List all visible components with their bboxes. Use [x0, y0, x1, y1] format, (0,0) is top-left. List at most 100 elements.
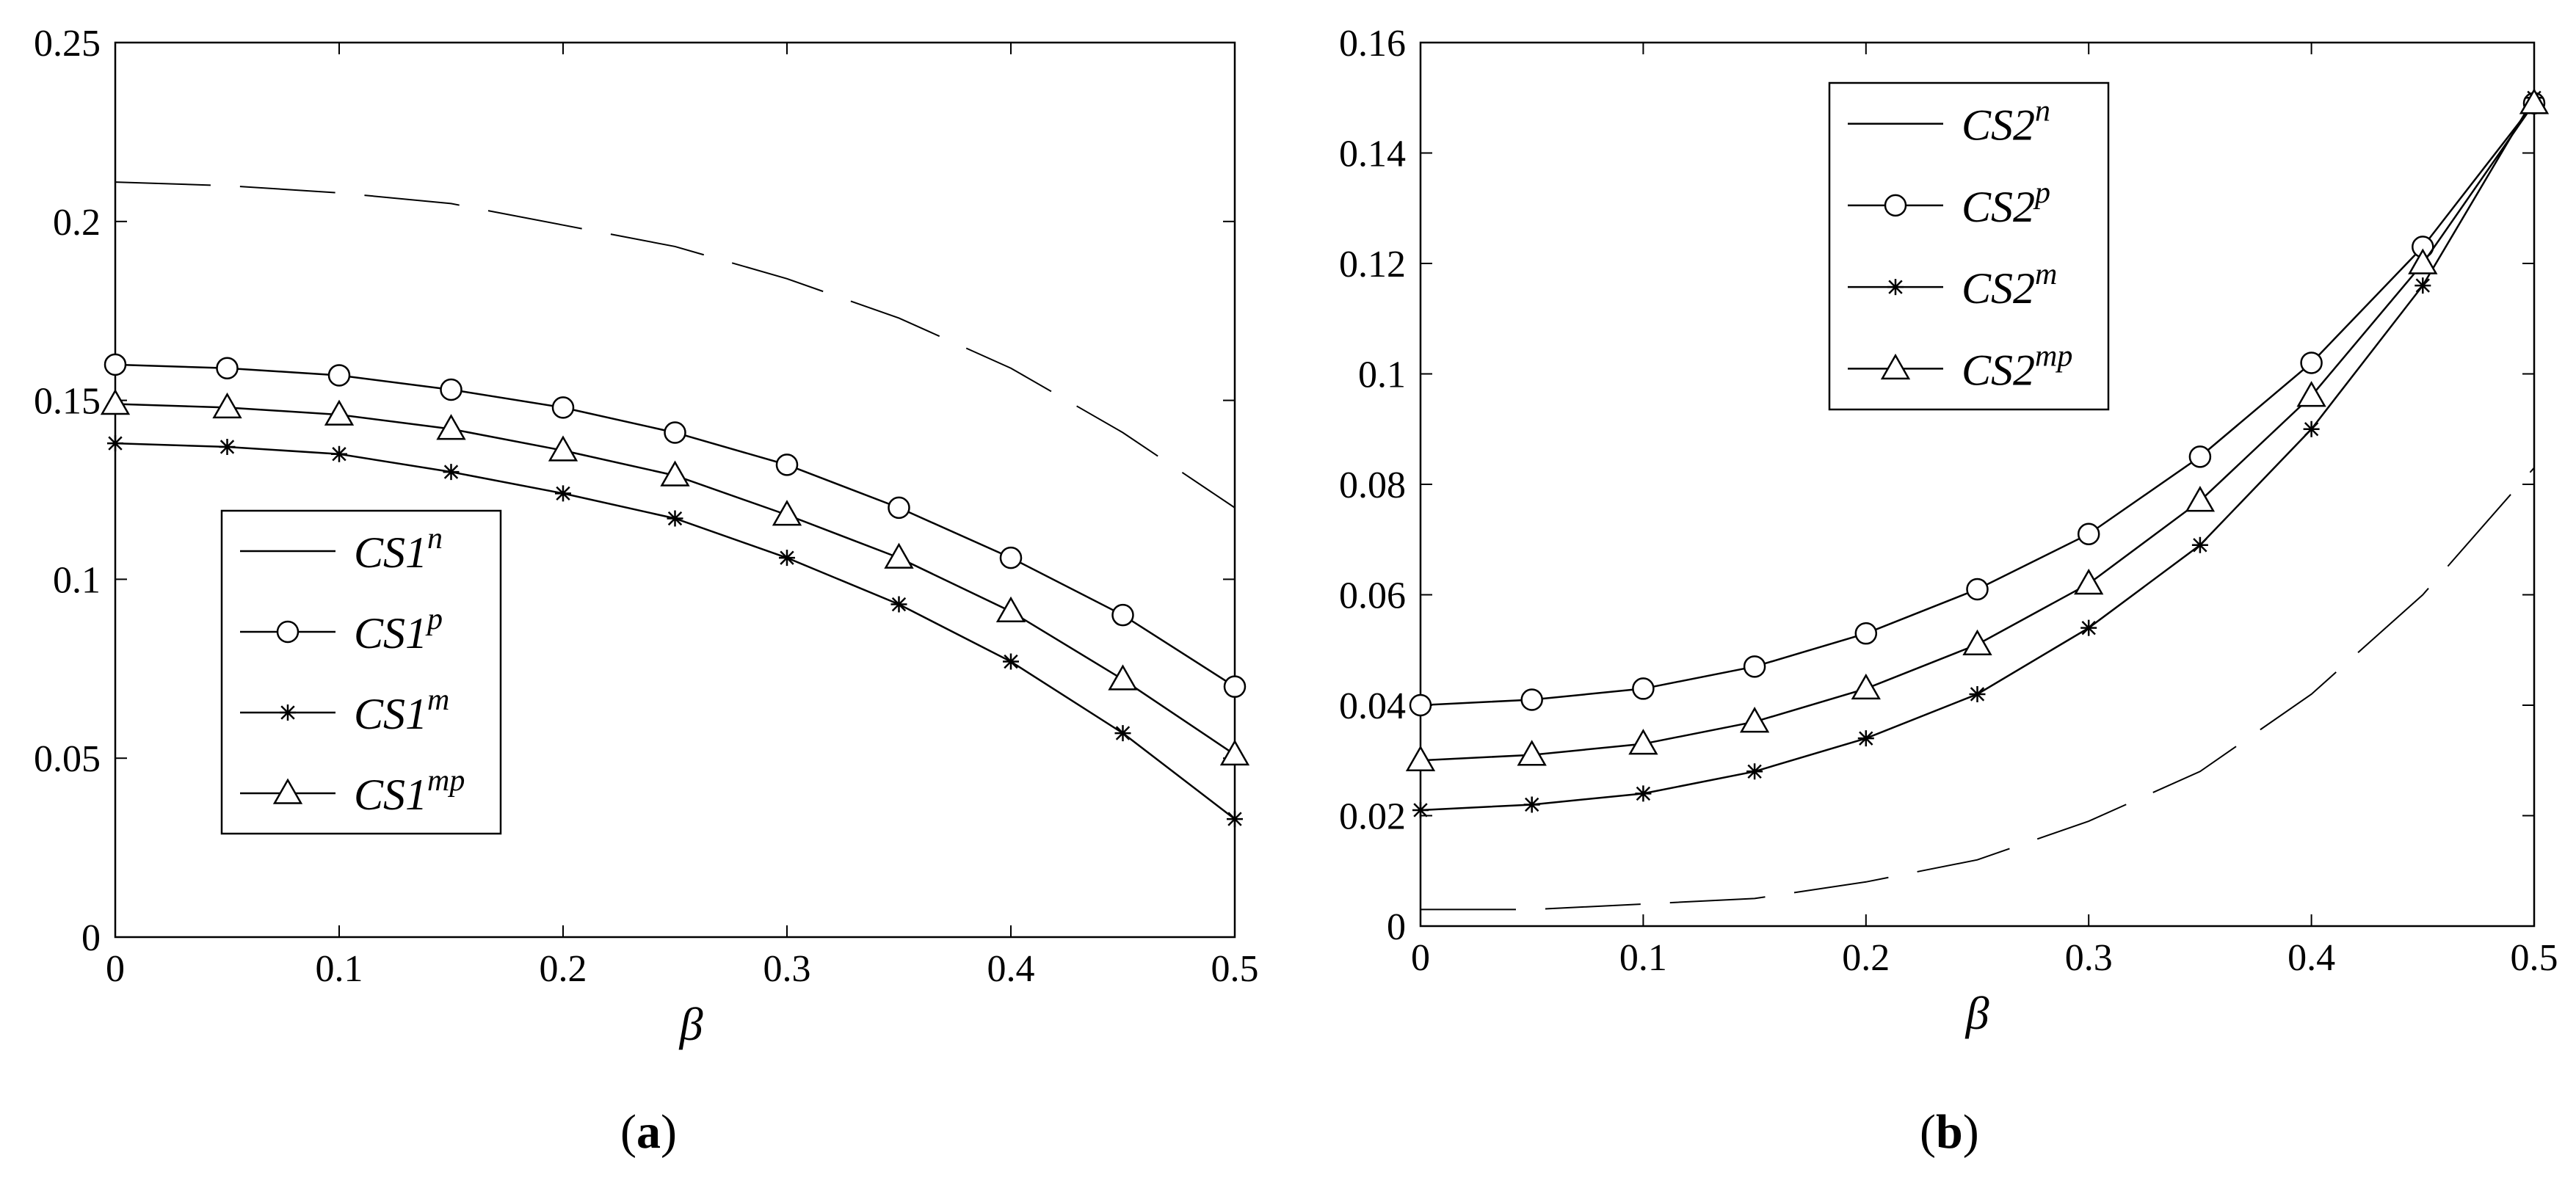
data-point-CS2p [1743, 655, 1766, 678]
data-point-CS2m [1857, 730, 1874, 747]
data-point-CS1m [1227, 811, 1243, 828]
data-point-CS1mp [660, 460, 690, 487]
legend-label: CS1p [354, 602, 443, 658]
data-point-CS1m [1003, 653, 1019, 670]
data-point-CS2m [2303, 420, 2320, 437]
chart-panel-b: 0 0.1 0.2 0.3 0.4 0.5 0 0.02 0.04 0.06 0.08 0.1 0.12… [1339, 23, 2558, 1039]
data-point-CS2p [1409, 693, 1432, 717]
legend-label-base: CS2 [1962, 101, 2035, 150]
data-point-CS2mp [1851, 673, 1881, 700]
x-tick-label: 0.2 [1842, 937, 1890, 979]
data-point-CS1mp [995, 596, 1026, 623]
y-tick-label: 0.1 [1358, 354, 1406, 396]
chart-panel-a: 0 0.1 0.2 0.3 0.4 0.500.050.10.150.20.25βCS1n… [34, 23, 1259, 1050]
data-point-CS2p [1520, 688, 1543, 711]
data-point-CS1mp [884, 542, 914, 569]
data-point-CS2p [1632, 677, 1655, 700]
data-point-CS2p [1966, 578, 1989, 601]
series-CS2n [1421, 467, 2535, 911]
data-point-CS1m [219, 438, 236, 455]
x-tick-label: 0.5 [1211, 948, 1259, 990]
data-point-CS1p [551, 396, 575, 419]
data-point-CS1m [555, 485, 571, 502]
data-point-CS1p [664, 421, 686, 444]
legend-marker [272, 778, 303, 804]
data-point-CS1p [440, 378, 462, 401]
data-point-CS1p [104, 353, 127, 376]
x-axis-label: β [678, 998, 703, 1050]
data-point-CS1mp [1219, 739, 1250, 766]
legend-label-base: CS1 [354, 609, 427, 658]
legend-label: CS2n [1962, 95, 2050, 150]
data-point-CS2mp [2074, 568, 2104, 595]
y-tick-label: 0.2 [53, 202, 101, 244]
y-tick-label: 0.16 [1339, 23, 1406, 65]
data-point-CS1p [1111, 603, 1134, 627]
data-point-CS2m [1746, 763, 1763, 780]
legend-label-base: CS1 [354, 528, 427, 577]
legend-label-superscript: m [2035, 258, 2057, 291]
panel-label-a: (a) [620, 1105, 677, 1159]
series-line-CS1n [115, 181, 1236, 509]
y-tick-label: 0 [1387, 906, 1406, 948]
data-point-CS2mp [1628, 729, 1658, 755]
data-point-CS2m [2080, 619, 2097, 636]
data-point-CS2mp [1517, 740, 1547, 766]
data-point-CS1p [999, 546, 1023, 569]
x-tick-label: 0.1 [316, 948, 363, 990]
series-CS2p [1409, 92, 2546, 717]
x-tick-label: 0.1 [1619, 937, 1667, 979]
legend-label-superscript: p [425, 602, 443, 636]
legend-box [220, 509, 502, 835]
data-point-CS2p [2300, 352, 2323, 374]
legend-label-superscript: n [2035, 95, 2050, 128]
legend-marker [1887, 279, 1904, 296]
y-tick-label: 0 [81, 917, 101, 959]
series-CS1n [115, 181, 1236, 509]
series-CS2mp [1405, 88, 2550, 771]
legend-label: CS1mp [354, 764, 465, 819]
x-tick-label: 0 [106, 948, 125, 990]
legend-marker [1884, 194, 1907, 217]
legend-label-base: CS1 [354, 771, 427, 819]
series-CS1m [107, 435, 1243, 828]
data-point-CS2m [1969, 685, 1986, 702]
data-point-CS1m [107, 435, 123, 452]
y-tick-label: 0.05 [34, 738, 101, 780]
y-tick-label: 0.12 [1339, 244, 1406, 285]
legend-box [1828, 81, 2110, 411]
x-tick-label: 0.5 [2511, 937, 2558, 979]
data-point-CS2m [1635, 785, 1652, 802]
data-point-CS2m [2191, 536, 2208, 553]
x-tick-label: 0.2 [540, 948, 587, 990]
legend-label-superscript: m [427, 683, 449, 717]
data-point-CS2m [2414, 277, 2431, 294]
data-point-CS2mp [1405, 745, 1436, 771]
legend-label: CS2mp [1962, 339, 2072, 394]
y-tick-label: 0.06 [1339, 575, 1406, 617]
legend-label-superscript: mp [427, 764, 465, 798]
legend-label: CS2m [1962, 258, 2057, 313]
data-point-CS1p [216, 357, 239, 379]
panel-label-a-text: a [636, 1105, 661, 1159]
data-point-CS2mp [1739, 707, 1770, 733]
legend-label-base: CS1 [354, 690, 427, 738]
legend-marker [276, 620, 300, 644]
legend-marker [280, 704, 296, 721]
legend-label-base: CS2 [1962, 346, 2035, 394]
data-point-CS2mp [1962, 629, 1992, 655]
x-tick-label: 0 [1411, 937, 1430, 979]
data-point-CS1mp [436, 414, 466, 440]
data-point-CS2mp [2185, 486, 2216, 512]
data-point-CS2p [2077, 522, 2100, 545]
data-point-CS1mp [548, 435, 578, 462]
series-line-CS2n [1421, 467, 2535, 911]
data-point-CS1mp [100, 388, 131, 415]
data-point-CS1mp [772, 500, 802, 526]
x-tick-label: 0.3 [763, 948, 811, 990]
x-axis-label: β [1964, 987, 1989, 1039]
data-point-CS1p [888, 496, 910, 520]
series-CS1p [104, 353, 1247, 698]
